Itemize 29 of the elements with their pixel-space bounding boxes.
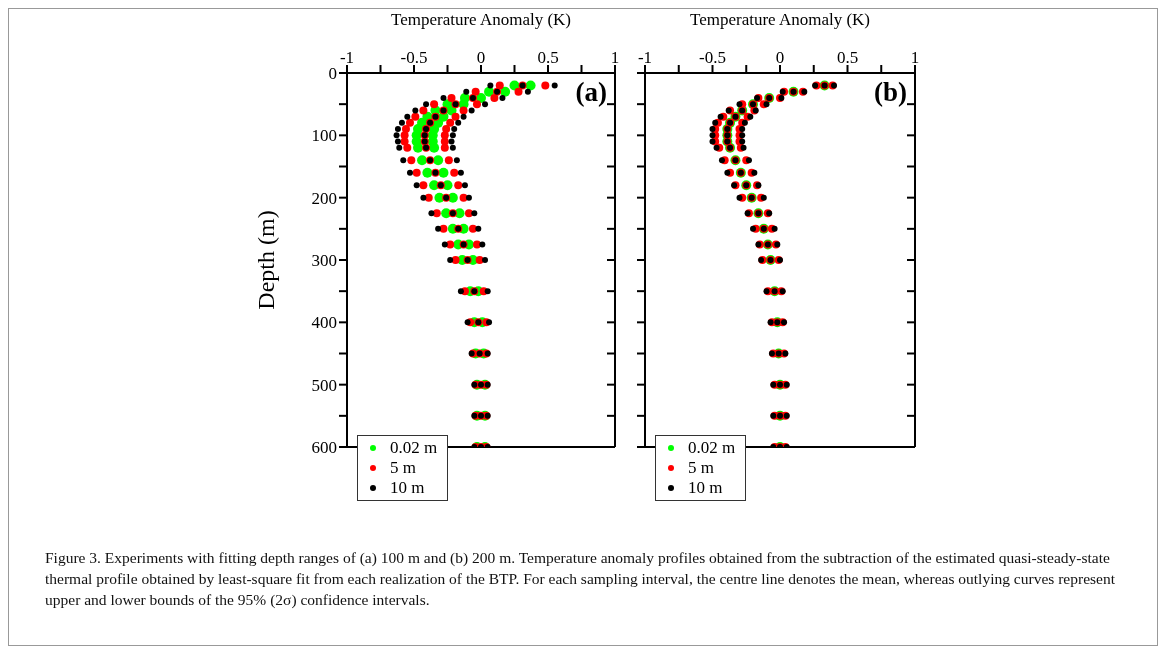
- x-tick-label: 1: [910, 48, 920, 67]
- x-tick-label: 0: [775, 48, 785, 67]
- y-tick-label: 500: [311, 375, 337, 395]
- y-tick-label: 400: [311, 313, 337, 333]
- annotation: (a): [575, 77, 607, 108]
- x-tick-label: 0.5: [836, 48, 859, 67]
- x-tick-label: 1: [610, 48, 620, 67]
- annotation: (b): [874, 77, 907, 108]
- y-tick-label: 300: [311, 251, 337, 271]
- caption: Figure 3. Experiments with fitting depth ranges of (a) 100 m and (b) 200 m. Temperature anomaly profiles obtained from the subtraction of the estimated quasi-steady-state thermal profile obtained by least-square fit from each realization of the BTP. For each sampling interval, the centre line denotes the mean, whereas outlying curves represent upper and lower bounds of the 95% (2σ) confidence intervals.: [45, 548, 1116, 610]
- legend-label: 0.02 m: [390, 438, 438, 458]
- y-tick-label: 0: [328, 64, 337, 84]
- legend-label: 5 m: [688, 458, 714, 478]
- y-tick-label: 100: [311, 126, 337, 146]
- x-tick-label: 0.5: [537, 48, 559, 67]
- legend-label: 5 m: [390, 458, 416, 478]
- x-tick-label: -0.5: [699, 48, 726, 67]
- x-axis-title: Temperature Anomaly (K): [689, 10, 871, 30]
- legend-label: 10 m: [688, 478, 723, 498]
- x-tick-label: -1: [637, 48, 653, 67]
- y-tick-label: 200: [311, 188, 337, 208]
- x-axis-title: Temperature Anomaly (K): [390, 10, 572, 30]
- legend-label: 0.02 m: [688, 438, 736, 458]
- y-axis-title: Depth (m): [252, 210, 279, 310]
- x-tick-label: -0.5: [400, 48, 428, 67]
- legend-label: 10 m: [390, 478, 425, 498]
- x-tick-label: -1: [339, 48, 355, 67]
- x-tick-label: 0: [476, 48, 486, 67]
- y-tick-label: 600: [311, 438, 337, 458]
